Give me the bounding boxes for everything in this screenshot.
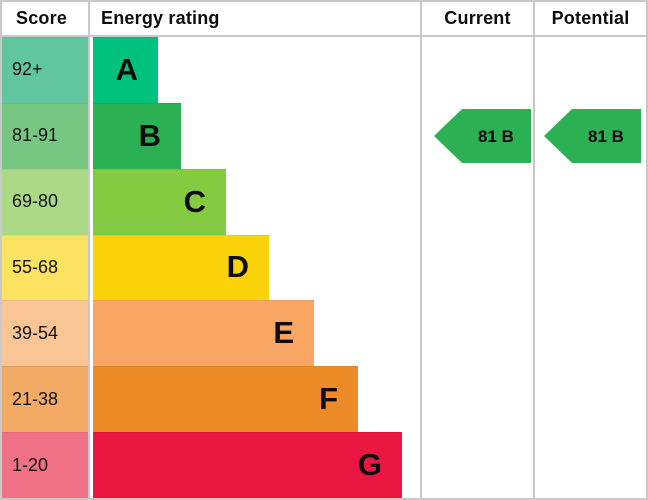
rating-bar-e: E xyxy=(93,300,314,367)
bar-cell-b: B xyxy=(90,102,420,169)
header-energy-rating: Energy rating xyxy=(90,2,420,37)
score-range-c: 69-80 xyxy=(2,168,88,235)
header-potential: Potential xyxy=(535,2,646,37)
current-arrow-shape xyxy=(434,108,531,163)
potential-rating-cell: 81 B xyxy=(535,103,646,169)
bar-cell-g: G xyxy=(90,432,420,498)
rating-bar-a: A xyxy=(93,37,158,103)
current-rating-arrow: 81 B xyxy=(434,108,531,163)
header-score: Score xyxy=(2,2,88,37)
score-range-a: 92+ xyxy=(2,37,88,103)
potential-arrow-shape xyxy=(544,108,641,163)
bar-cell-f: F xyxy=(90,366,420,433)
bar-cell-e: E xyxy=(90,300,420,367)
current-rating-label: 81 B xyxy=(478,127,514,146)
bar-cell-a: A xyxy=(90,37,420,103)
score-range-f: 21-38 xyxy=(2,366,88,433)
divider-energy-current xyxy=(420,2,422,498)
divider-current-potential xyxy=(533,2,535,498)
score-range-g: 1-20 xyxy=(2,432,88,498)
rating-bar-c: C xyxy=(93,168,226,235)
rating-bar-d: D xyxy=(93,234,269,301)
current-rating-cell: 81 B xyxy=(422,103,533,169)
bar-cell-d: D xyxy=(90,234,420,301)
rating-bar-g: G xyxy=(93,432,402,498)
potential-rating-arrow: 81 B xyxy=(544,108,641,163)
header-current: Current xyxy=(422,2,533,37)
potential-rating-label: 81 B xyxy=(588,127,624,146)
score-range-e: 39-54 xyxy=(2,300,88,367)
rating-bar-f: F xyxy=(93,366,358,433)
divider-score-energy xyxy=(88,2,90,498)
score-range-d: 55-68 xyxy=(2,234,88,301)
rating-bar-b: B xyxy=(93,102,181,169)
score-range-b: 81-91 xyxy=(2,102,88,169)
bar-cell-c: C xyxy=(90,168,420,235)
